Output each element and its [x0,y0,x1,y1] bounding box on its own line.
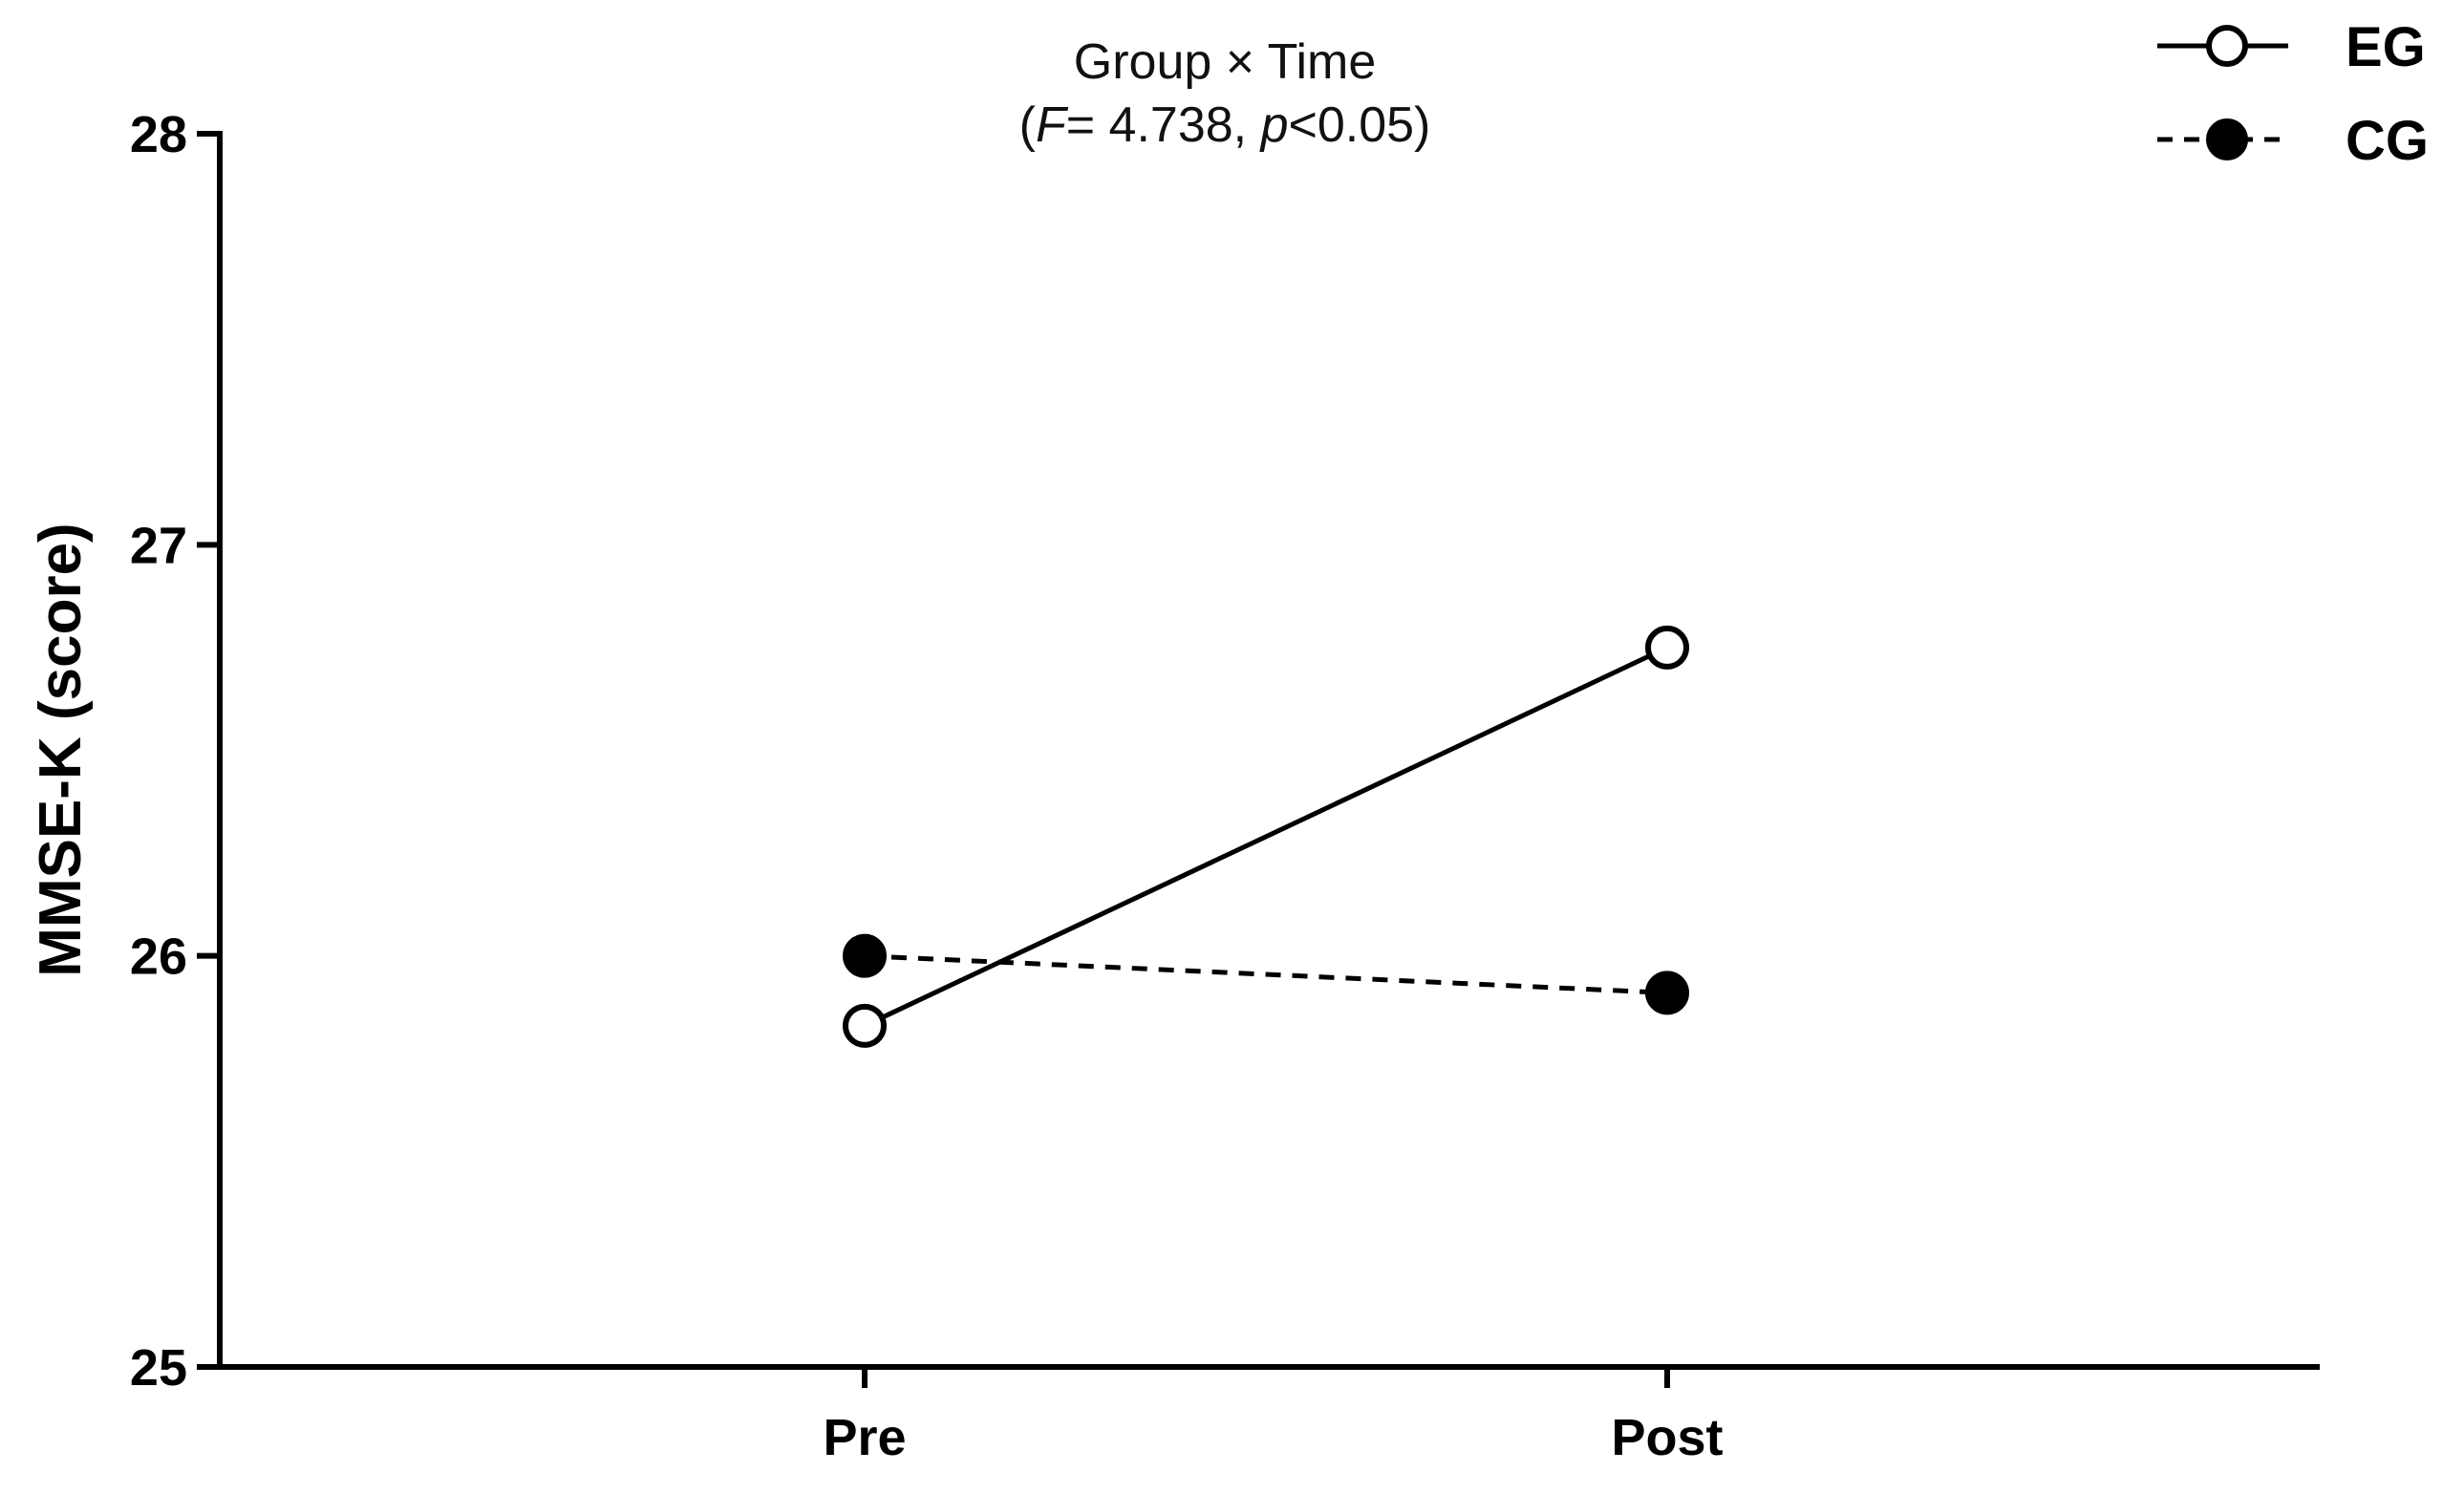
series-eg [843,625,1689,1048]
legend-marker-eg [2206,25,2248,67]
y-tick-label: 27 [130,517,187,574]
y-tick-label: 26 [130,928,187,986]
y-tick-label: 28 [130,106,187,163]
x-tick-label: Post [1611,1409,1723,1466]
legend-marker-cg [2206,118,2248,160]
subtitle-f-symbol: F [1036,97,1069,153]
data-point-cg [843,933,887,978]
legend: EG CG [2157,16,2429,172]
series-line-cg [864,953,1668,995]
chart-title: Group × Time [1074,34,1376,90]
axes [217,131,2320,1370]
series-line-eg [863,645,1669,1029]
subtitle-p-value: <0.05) [1288,97,1430,153]
data-point-eg [843,1003,887,1048]
series-layer [843,625,1689,1048]
legend-item-eg: EG [2157,16,2426,78]
series-cg [843,933,1689,1015]
x-tick-label: Pre [823,1409,906,1466]
subtitle-p-symbol: p [1259,97,1289,153]
legend-label-cg: CG [2346,110,2429,172]
legend-label-eg: EG [2346,16,2426,78]
data-point-eg [1645,625,1689,670]
x-ticks: Pre Post [823,1367,1724,1466]
y-ticks: 25 26 27 28 [130,106,220,1397]
subtitle-open-paren: ( [1019,97,1037,153]
legend-item-cg: CG [2157,110,2429,172]
chart-subtitle: (F= 4.738, p<0.05) [1019,97,1431,153]
data-point-cg [1645,971,1689,1015]
subtitle-f-value: = 4.738, [1066,97,1261,153]
y-tick-label: 25 [130,1339,187,1397]
y-axis-title: MMSE-K (score) [28,523,94,976]
